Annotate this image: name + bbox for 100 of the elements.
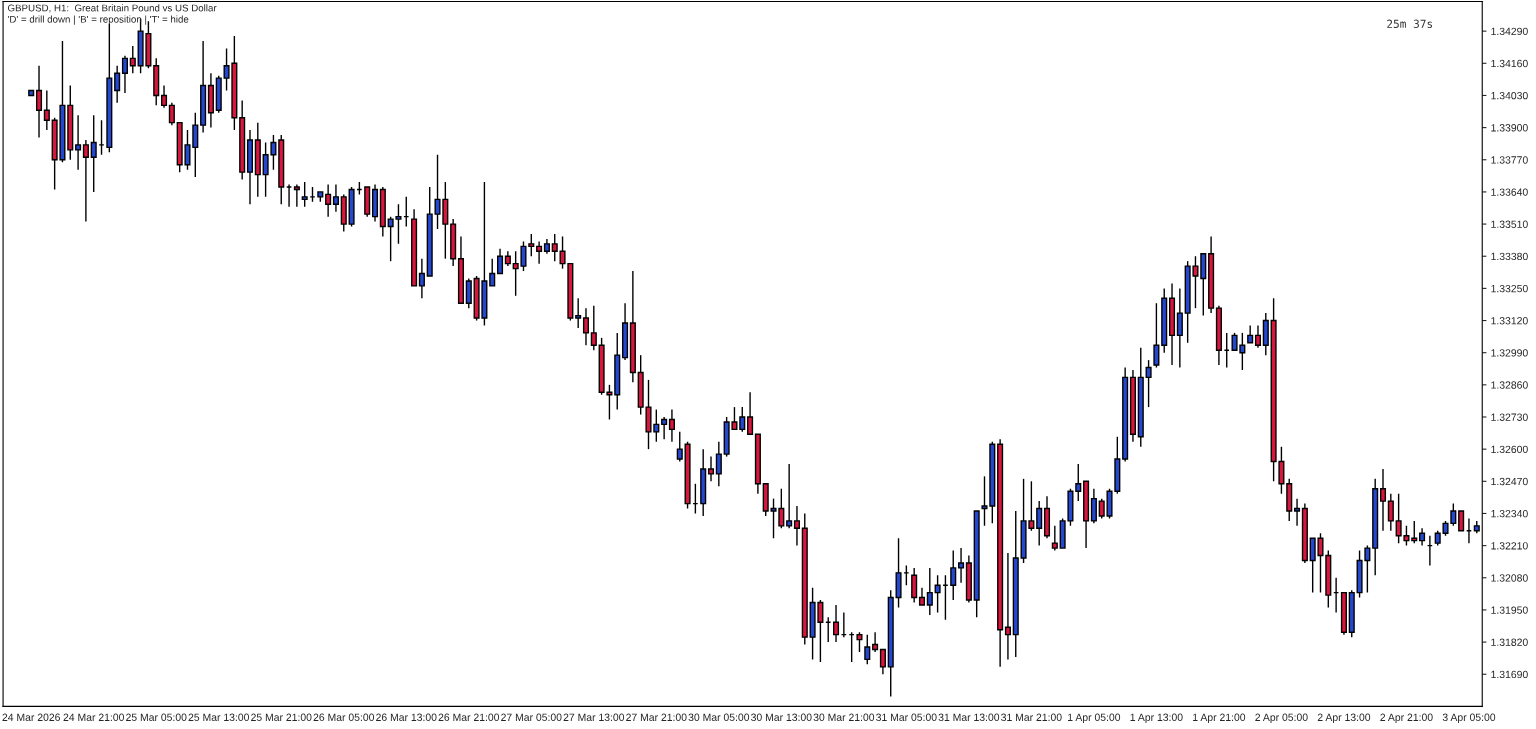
x-tick-label: 24 Mar 21:00 xyxy=(63,713,124,721)
y-tick-label: 1.32990 xyxy=(1491,349,1528,357)
candlestick xyxy=(332,183,339,213)
candlestick xyxy=(551,233,558,262)
y-tick-label: 1.31950 xyxy=(1491,606,1528,614)
x-tick-label: 30 Mar 05:00 xyxy=(688,713,750,721)
text: 'D' = drill down | 'B' = reposition | 'T' = hide xyxy=(8,15,189,25)
x-tick-label: 1 Apr 13:00 xyxy=(1130,713,1183,724)
chart-title: GBPUSD, H1: Great Britain Pound vs US Dollar xyxy=(8,4,217,13)
candlestick xyxy=(582,307,590,346)
candlestick xyxy=(160,84,168,109)
candlestick xyxy=(590,305,597,351)
y-tick-label: 1.31690 xyxy=(1491,670,1528,679)
candlestick xyxy=(707,455,715,483)
candlestick xyxy=(575,297,582,329)
y-tick-label: 1.33640 xyxy=(1491,188,1528,196)
candlestick xyxy=(43,89,50,131)
candlestick xyxy=(1004,552,1011,661)
x-tick-label: 2 Apr 21:00 xyxy=(1380,713,1433,724)
candlestick xyxy=(121,55,129,94)
x-tick-label: 1 Apr 21:00 xyxy=(1193,713,1246,724)
x-tick-label: 30 Mar 21:00 xyxy=(813,713,875,721)
y-tick-label: 1.32470 xyxy=(1491,477,1528,486)
x-tick-label: 27 Mar 13:00 xyxy=(563,713,625,721)
candlestick xyxy=(1036,500,1043,547)
x-tick-label: 2 Apr 05:00 xyxy=(1255,713,1308,724)
x-tick-label: 26 Mar 13:00 xyxy=(376,713,437,721)
x-tick-label: 31 Mar 13:00 xyxy=(938,713,1000,721)
candlestick xyxy=(1075,463,1082,502)
y-tick-label: 1.32600 xyxy=(1491,445,1528,454)
candlestick xyxy=(1458,510,1465,532)
candlestick xyxy=(739,406,746,433)
candlestick xyxy=(668,408,675,443)
candlestick xyxy=(1153,302,1160,369)
x-tick-label: 25 Mar 13:00 xyxy=(188,713,250,721)
y-tick-label: 1.34030 xyxy=(1491,91,1528,100)
candlestick xyxy=(793,505,801,547)
candlestick xyxy=(911,567,918,604)
candlestick xyxy=(293,183,300,208)
y-tick-label: 1.32340 xyxy=(1491,509,1528,518)
y-tick-label: 1.32860 xyxy=(1491,381,1528,389)
candlestick xyxy=(864,633,871,666)
x-tick-label: 25 Mar 21:00 xyxy=(251,713,312,721)
candlestick xyxy=(1387,492,1394,532)
candlestick xyxy=(950,549,957,601)
candlestick xyxy=(1294,497,1301,527)
candlestick xyxy=(926,567,933,616)
y-tick-label: 1.33120 xyxy=(1491,317,1528,325)
x-tick-label: 31 Mar 05:00 xyxy=(876,713,937,721)
candlestick xyxy=(168,102,175,126)
candlestick xyxy=(82,139,89,223)
y-tick-label: 1.33250 xyxy=(1491,284,1528,293)
candlestick xyxy=(872,631,879,653)
x-tick-label: 26 Mar 05:00 xyxy=(313,713,375,721)
candlestick xyxy=(934,574,941,614)
x-tick-label: 27 Mar 05:00 xyxy=(501,713,562,721)
candlestick xyxy=(832,604,840,643)
candlestick xyxy=(856,631,863,653)
candlestick xyxy=(747,391,754,436)
candlestick xyxy=(114,65,121,104)
candlestick xyxy=(715,441,722,487)
candlestick xyxy=(465,277,472,309)
x-tick-label: 26 Mar 21:00 xyxy=(438,713,500,721)
x-tick-label: 27 Mar 21:00 xyxy=(626,713,687,721)
candlestick xyxy=(661,416,668,440)
candlestick xyxy=(1051,525,1058,552)
y-tick-label: 1.33900 xyxy=(1491,124,1528,132)
y-tick-label: 1.34290 xyxy=(1491,27,1528,36)
x-tick-label: 24 Mar 2026 xyxy=(2,713,60,721)
candlestick xyxy=(1145,359,1152,408)
y-tick-label: 1.32210 xyxy=(1491,542,1528,550)
candlestick xyxy=(1176,287,1183,369)
candlestick xyxy=(75,114,82,171)
candlestick xyxy=(129,45,136,74)
annotation: 25m 37s xyxy=(1387,19,1433,28)
candlestick xyxy=(536,240,543,265)
candlestick xyxy=(786,463,793,530)
x-tick-label: 2 Apr 13:00 xyxy=(1317,713,1371,724)
candlestick xyxy=(301,181,308,208)
candlestick xyxy=(418,258,425,299)
x-tick-label: 25 Mar 05:00 xyxy=(126,713,187,721)
candlestick xyxy=(1379,468,1387,532)
y-tick-label: 1.33770 xyxy=(1491,156,1528,164)
candlestick xyxy=(90,114,97,193)
y-tick-label: 1.33510 xyxy=(1491,220,1528,228)
y-tick-label: 1.34160 xyxy=(1491,59,1528,68)
candlestick xyxy=(325,183,332,218)
x-tick-label: 31 Mar 21:00 xyxy=(1001,713,1062,721)
x-tick-label: 1 Apr 05:00 xyxy=(1068,713,1121,724)
candlestick xyxy=(496,248,504,275)
candlestick xyxy=(489,258,496,287)
candlestick xyxy=(1090,488,1097,525)
x-tick-label: 3 Apr 05:00 xyxy=(1442,713,1496,724)
y-tick-label: 1.31820 xyxy=(1491,638,1528,646)
candlestick xyxy=(958,547,965,584)
candlestick xyxy=(676,431,683,463)
candlestick xyxy=(1254,324,1262,349)
x-tick-label: 30 Mar 13:00 xyxy=(751,713,812,721)
y-tick-label: 1.32730 xyxy=(1491,413,1528,421)
y-tick-label: 1.33380 xyxy=(1491,252,1528,261)
